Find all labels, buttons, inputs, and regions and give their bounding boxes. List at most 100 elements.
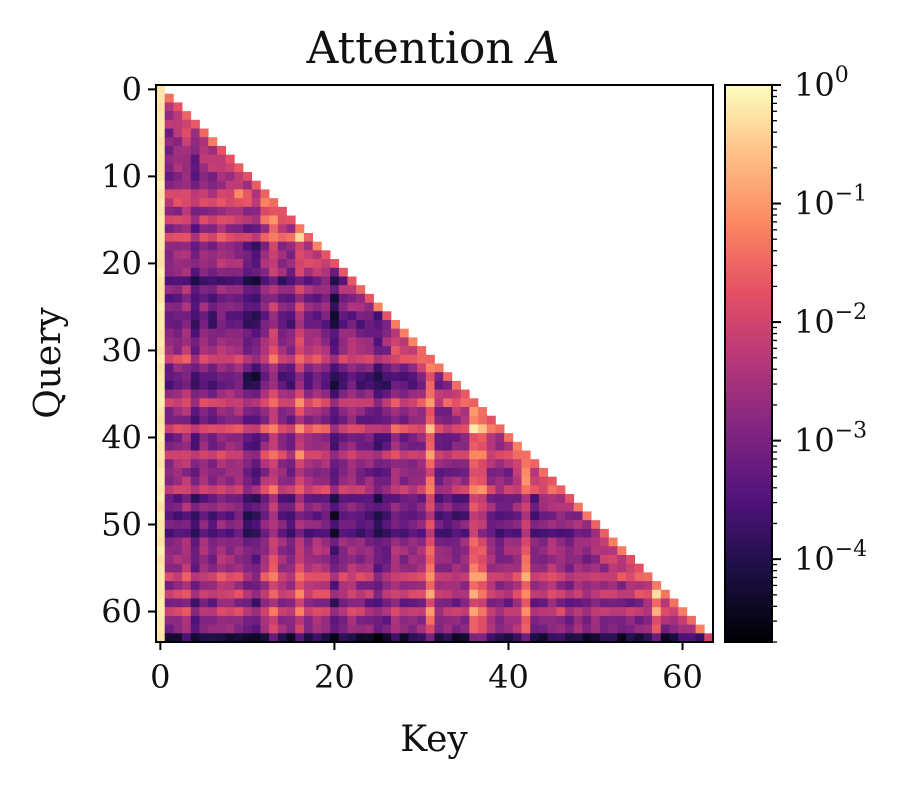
heatmap-cell bbox=[504, 494, 514, 504]
heatmap-cell bbox=[486, 581, 496, 591]
heatmap-cell bbox=[425, 398, 435, 408]
heatmap-cell bbox=[156, 441, 166, 451]
heatmap-cell bbox=[582, 589, 592, 599]
heatmap-cell bbox=[225, 285, 235, 295]
heatmap-cell bbox=[208, 624, 218, 634]
heatmap-cell bbox=[451, 537, 461, 547]
heatmap-cell bbox=[347, 407, 357, 417]
heatmap-cell bbox=[234, 311, 244, 321]
heatmap-cell bbox=[538, 546, 548, 556]
heatmap-cell bbox=[504, 615, 514, 625]
heatmap-cell bbox=[364, 546, 374, 556]
heatmap-cell bbox=[225, 346, 235, 356]
heatmap-cell bbox=[269, 241, 279, 251]
heatmap-cell bbox=[478, 546, 488, 556]
heatmap-cell bbox=[417, 633, 427, 643]
heatmap-cell bbox=[538, 537, 548, 547]
heatmap-cell bbox=[156, 102, 166, 112]
heatmap-cell bbox=[243, 232, 253, 242]
heatmap-cell bbox=[364, 572, 374, 582]
heatmap-cell bbox=[295, 450, 305, 460]
heatmap-cell bbox=[208, 407, 218, 417]
heatmap-cell bbox=[625, 581, 636, 591]
heatmap-cell bbox=[234, 589, 244, 599]
heatmap-cell bbox=[295, 224, 305, 234]
heatmap-cell bbox=[243, 172, 253, 182]
heatmap-cell bbox=[225, 424, 235, 434]
heatmap-cell bbox=[434, 554, 444, 565]
heatmap-cell bbox=[364, 520, 374, 530]
heatmap-cell bbox=[347, 450, 357, 460]
heatmap-cell bbox=[225, 250, 235, 260]
heatmap-cell bbox=[451, 389, 461, 399]
heatmap-cell bbox=[321, 589, 331, 599]
heatmap-cell bbox=[521, 459, 531, 469]
heatmap-cell bbox=[486, 459, 496, 469]
heatmap-cell bbox=[338, 467, 348, 477]
heatmap-cell bbox=[347, 520, 357, 530]
heatmap-cell bbox=[251, 633, 261, 643]
heatmap-cell bbox=[364, 502, 374, 512]
heatmap-cell bbox=[199, 267, 209, 277]
heatmap-cell bbox=[286, 241, 296, 251]
heatmap-cell bbox=[225, 598, 235, 608]
heatmap-cell bbox=[460, 398, 470, 408]
heatmap-cell bbox=[347, 459, 357, 469]
heatmap-cell bbox=[234, 459, 244, 469]
heatmap-cell bbox=[469, 581, 479, 591]
heatmap-cell bbox=[538, 563, 548, 573]
heatmap-cell bbox=[199, 380, 209, 390]
heatmap-cell bbox=[408, 459, 418, 469]
heatmap-cell bbox=[478, 476, 488, 486]
x-tick-label: 0 bbox=[150, 658, 170, 696]
heatmap-cell bbox=[277, 389, 287, 399]
heatmap-cell bbox=[451, 476, 461, 486]
heatmap-cell bbox=[382, 398, 392, 408]
heatmap-cell bbox=[678, 607, 688, 617]
heatmap-cell bbox=[243, 276, 253, 286]
heatmap-cell bbox=[190, 311, 200, 321]
heatmap-cell bbox=[234, 554, 244, 565]
heatmap-cell bbox=[173, 102, 183, 112]
heatmap-cell bbox=[312, 494, 322, 504]
heatmap-cell bbox=[251, 511, 261, 521]
heatmap-cell bbox=[173, 267, 183, 277]
heatmap-cell bbox=[434, 572, 444, 582]
heatmap-cell bbox=[312, 415, 322, 425]
heatmap-cell bbox=[373, 407, 383, 417]
heatmap-cell bbox=[478, 520, 488, 530]
heatmap-cell bbox=[347, 441, 357, 451]
heatmap-cell bbox=[538, 598, 548, 608]
heatmap-cell bbox=[469, 494, 479, 504]
heatmap-cell bbox=[173, 441, 183, 451]
heatmap-cell bbox=[199, 328, 209, 338]
heatmap-cell bbox=[521, 537, 531, 547]
heatmap-cell bbox=[190, 337, 200, 347]
colorbar-tick-label: 10−4 bbox=[794, 537, 867, 578]
heatmap-cell bbox=[277, 372, 287, 382]
heatmap-cell bbox=[156, 363, 166, 373]
heatmap-cell bbox=[373, 563, 383, 573]
heatmap-cell bbox=[512, 598, 522, 608]
heatmap-cell bbox=[190, 554, 200, 565]
heatmap-cell bbox=[251, 319, 261, 330]
heatmap-cell bbox=[408, 363, 418, 373]
heatmap-cell bbox=[356, 633, 366, 643]
heatmap-cell bbox=[156, 398, 166, 408]
heatmap-cell bbox=[364, 407, 374, 417]
heatmap-cell bbox=[347, 581, 357, 591]
heatmap-cell bbox=[182, 598, 192, 608]
heatmap-cell bbox=[208, 302, 218, 312]
heatmap-cell bbox=[286, 259, 296, 269]
heatmap-cell bbox=[330, 380, 340, 390]
heatmap-cell bbox=[417, 441, 427, 451]
heatmap-cell bbox=[373, 372, 383, 382]
heatmap-cell bbox=[234, 172, 244, 182]
heatmap-cell bbox=[443, 476, 453, 486]
heatmap-cell bbox=[356, 433, 366, 443]
heatmap-cell bbox=[573, 537, 583, 547]
heatmap-cell bbox=[399, 328, 409, 338]
heatmap-cell bbox=[530, 520, 540, 530]
heatmap-cell bbox=[434, 633, 444, 643]
heatmap-cell bbox=[373, 537, 383, 547]
